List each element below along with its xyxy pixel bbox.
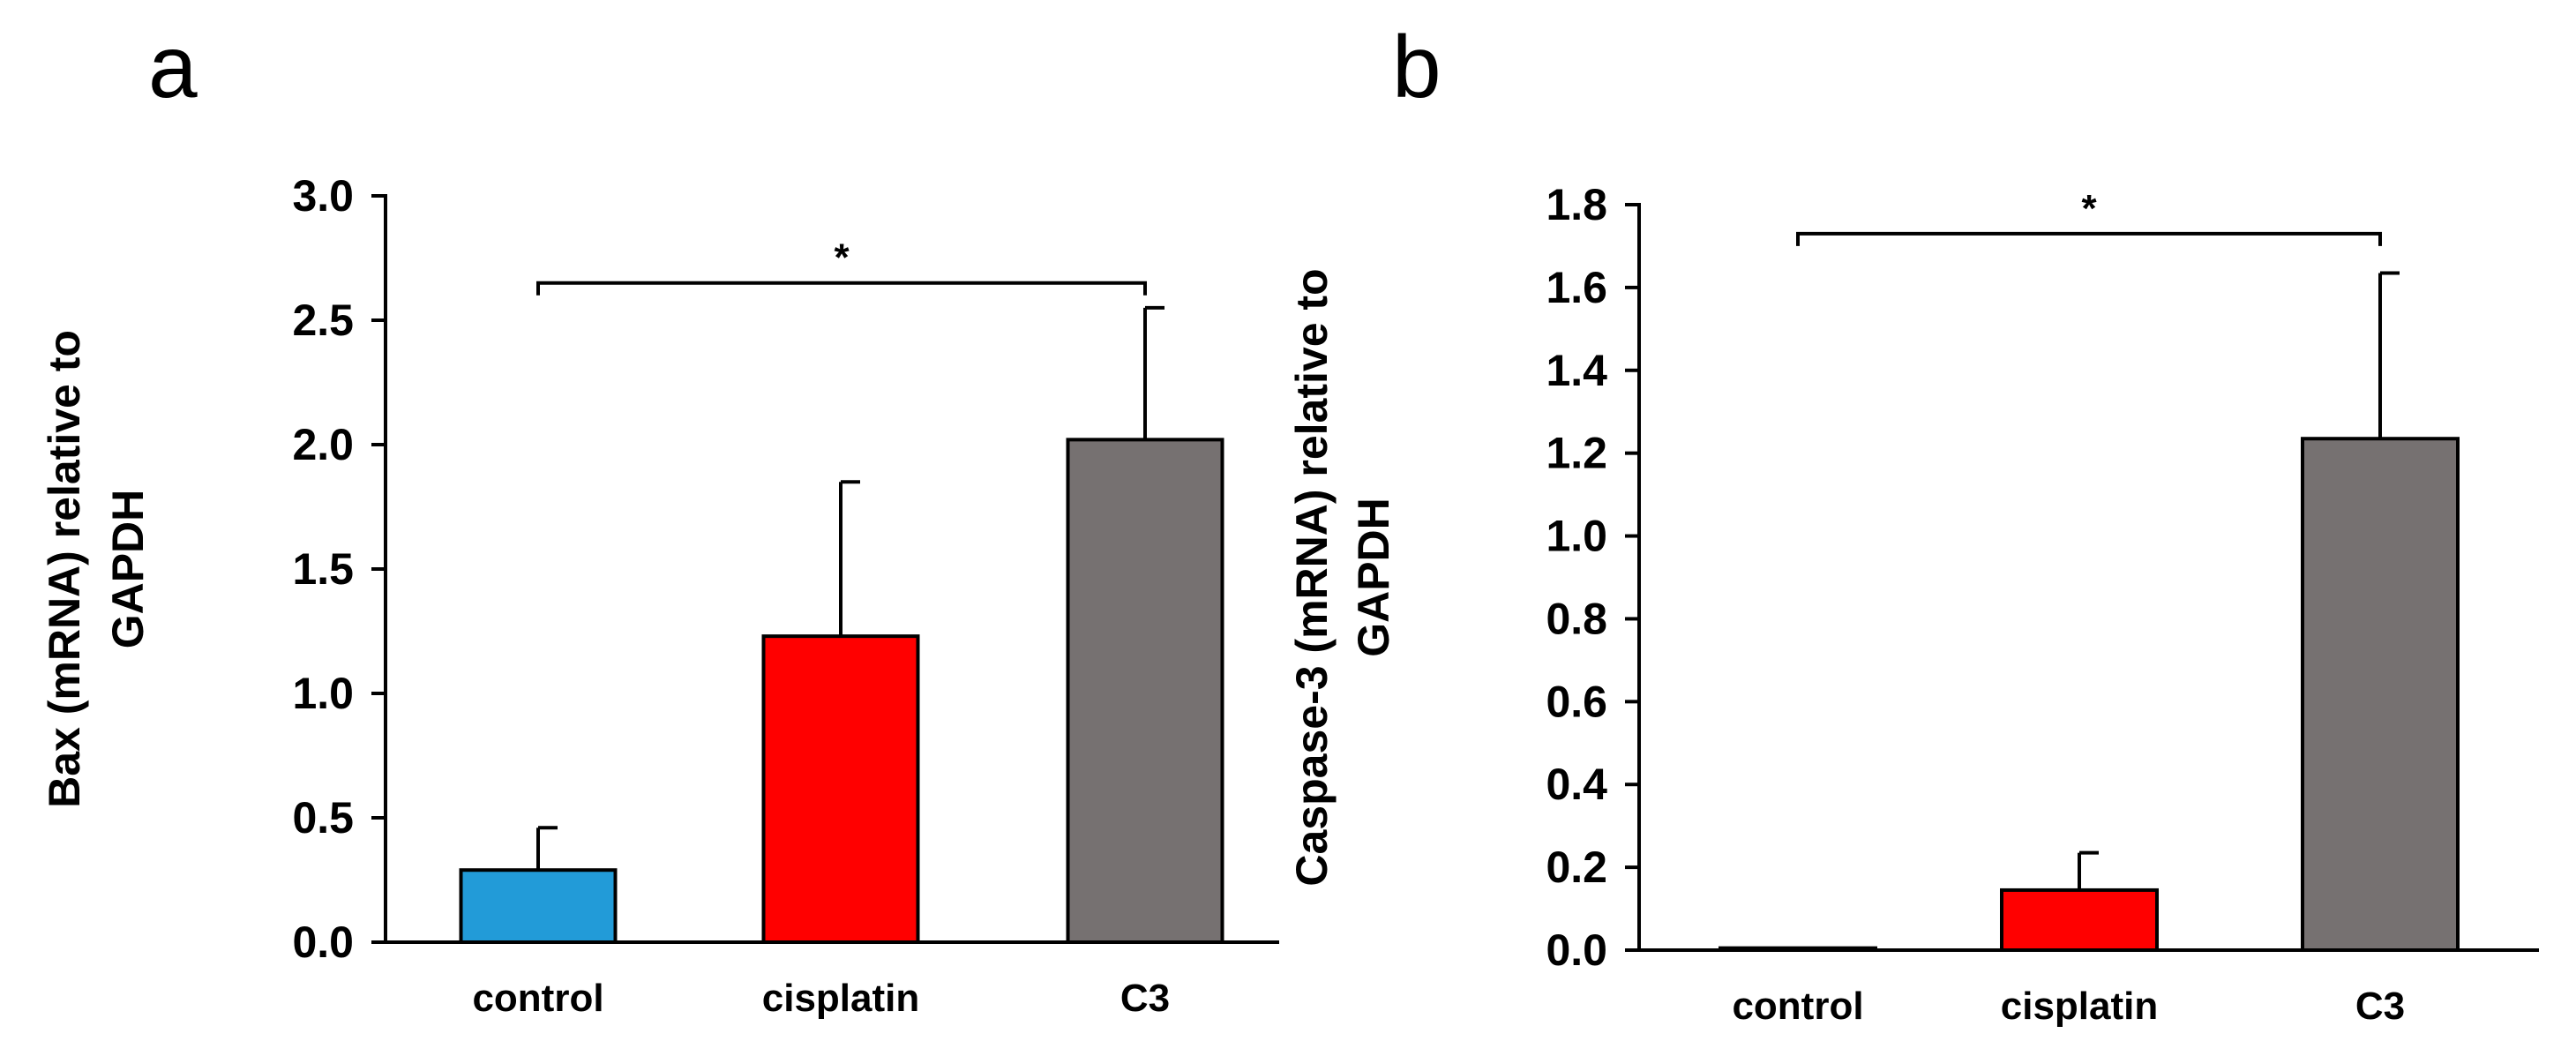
- bar-c3: [2301, 437, 2460, 953]
- y-axis-title-line-1: Bax (mRNA) relative to: [40, 330, 89, 808]
- bar-cisplatin: [2000, 887, 2159, 952]
- chart-a-bax: 0.0 0.5 1.0 1.5 2.0 2.5 3.0 control cisplatin C3 B…: [40, 171, 1279, 1020]
- x-tick-label-cisplatin: cisplatin: [762, 977, 920, 1020]
- panel-b: b 0.0 0.2 0.4 0.6 0.8 1.0 1.2 1.4 1.6 1.8 control c…: [1287, 18, 2539, 1028]
- x-tick-label-control: control: [1732, 985, 1863, 1028]
- significance-star: *: [2081, 187, 2097, 230]
- y-tick-label: 0.2: [1546, 843, 1607, 892]
- y-tick-label: 2.0: [292, 420, 354, 469]
- y-tick-label: 1.0: [1546, 512, 1607, 561]
- y-tick-label: 0.4: [1546, 760, 1607, 809]
- chart-b-caspase3: 0.0 0.2 0.4 0.6 0.8 1.0 1.2 1.4 1.6 1.8 control cis…: [1287, 180, 2539, 1028]
- y-tick-label: 3.0: [292, 171, 354, 221]
- y-axis-title-line-1: Caspase-3 (mRNA) relative to: [1287, 268, 1337, 886]
- y-tick-label: 1.0: [292, 669, 354, 718]
- x-tick-label-cisplatin: cisplatin: [2001, 985, 2159, 1028]
- y-tick-label: 1.4: [1546, 346, 1607, 395]
- panel-a: a 0.0 0.5 1.0 1.5 2.0 2.5 3.0 control cisplatin C…: [40, 18, 1279, 1020]
- y-tick-label: 1.2: [1546, 429, 1607, 478]
- bar-control: [459, 868, 618, 944]
- y-tick-label: 1.6: [1546, 263, 1607, 312]
- x-tick-label-control: control: [472, 977, 603, 1020]
- x-tick-label-c3: C3: [1120, 977, 1170, 1020]
- panel-a-label: a: [148, 18, 198, 116]
- bar-c3: [1066, 438, 1224, 944]
- y-tick-label: 0.6: [1546, 677, 1607, 726]
- y-tick-label: 0.0: [292, 917, 354, 967]
- bar-cisplatin: [761, 634, 920, 944]
- y-tick-label: 1.8: [1546, 180, 1607, 229]
- y-tick-label: 1.5: [292, 544, 354, 594]
- significance-bracket: [1796, 231, 2382, 246]
- y-tick-label: 0.0: [1546, 925, 1607, 975]
- panel-b-label: b: [1392, 18, 1442, 116]
- y-axis-title-line-2: GAPDH: [1349, 498, 1398, 657]
- significance-bracket: [536, 281, 1147, 296]
- y-tick-label: 2.5: [292, 296, 354, 345]
- y-axis-title-line-2: GAPDH: [103, 490, 153, 649]
- x-tick-label-c3: C3: [2355, 985, 2405, 1028]
- significance-star: *: [834, 236, 850, 280]
- y-tick-label: 0.8: [1546, 594, 1607, 643]
- y-tick-label: 0.5: [292, 793, 354, 843]
